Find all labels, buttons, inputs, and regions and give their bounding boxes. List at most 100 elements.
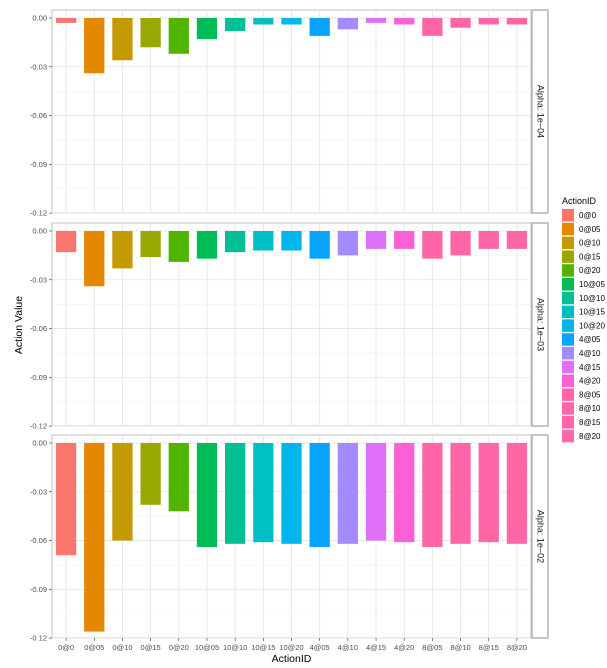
- legend-swatch: [562, 360, 574, 374]
- y-tick-label: -0.09: [30, 585, 47, 594]
- x-tick-label: 10@05: [195, 643, 219, 652]
- x-tick-label: 10@10: [223, 643, 247, 652]
- bar: [253, 18, 274, 25]
- y-tick-label: -0.06: [30, 536, 47, 545]
- legend-label: 4@15: [579, 363, 601, 372]
- bar: [365, 18, 387, 23]
- bar: [168, 443, 189, 512]
- legend-swatch: [562, 236, 574, 250]
- legend-label: 8@15: [579, 418, 601, 427]
- y-tick-label: -0.06: [30, 324, 47, 333]
- legend-swatch: [562, 388, 574, 401]
- bar: [140, 443, 161, 505]
- bar: [422, 18, 443, 36]
- bar: [506, 231, 528, 249]
- bar: [112, 18, 133, 61]
- bar: [140, 231, 161, 258]
- bar: [112, 231, 133, 269]
- legend-swatch: [562, 264, 574, 277]
- y-tick-label: -0.12: [30, 634, 47, 643]
- facet-strip: [531, 9, 549, 214]
- x-tick-label: 10@20: [279, 643, 303, 652]
- x-tick-label: 0@05: [84, 643, 104, 652]
- bar: [281, 231, 302, 251]
- y-tick-label: -0.09: [30, 160, 47, 169]
- bar: [168, 231, 189, 262]
- bar: [478, 231, 499, 249]
- x-tick-label: 0@20: [169, 643, 189, 652]
- legend-title: ActionID: [562, 196, 597, 206]
- bar: [337, 443, 358, 544]
- bar: [196, 443, 218, 548]
- y-tick-label: -0.03: [30, 487, 47, 496]
- y-tick-label: 0.00: [32, 439, 47, 448]
- bar: [394, 443, 415, 543]
- facet-strip-label: Alpha: 1e−04: [536, 85, 546, 138]
- bar: [225, 18, 246, 32]
- legend-label: 0@05: [579, 225, 601, 234]
- bar: [196, 231, 218, 259]
- bar: [422, 443, 443, 548]
- bar: [394, 231, 415, 249]
- x-tick-label: 8@15: [479, 643, 499, 652]
- y-tick-label: -0.06: [30, 111, 47, 120]
- legend-label: 10@05: [579, 280, 605, 289]
- legend-swatch: [562, 222, 574, 236]
- bar: [55, 443, 77, 556]
- bar: [55, 18, 77, 23]
- bar: [450, 443, 471, 544]
- bar: [337, 18, 358, 30]
- legend-swatch: [562, 347, 574, 360]
- legend-swatch: [562, 429, 574, 443]
- legend-swatch: [562, 305, 574, 319]
- y-tick-label: -0.03: [30, 62, 47, 71]
- bar: [478, 18, 499, 25]
- legend-label: 0@15: [579, 252, 601, 261]
- x-tick-label: 8@10: [450, 643, 470, 652]
- legend-label: 8@05: [579, 390, 601, 399]
- legend-label: 10@20: [579, 321, 605, 330]
- legend-label: 10@15: [579, 308, 605, 317]
- legend-label: 0@10: [579, 239, 601, 248]
- bar: [55, 231, 77, 253]
- facet-strip-label: Alpha: 1e−03: [536, 298, 546, 351]
- x-tick-label: 0@0: [58, 643, 74, 652]
- bar: [84, 443, 105, 632]
- legend-label: 4@20: [579, 377, 601, 386]
- facet-strip: [531, 434, 549, 639]
- x-tick-label: 10@15: [251, 643, 275, 652]
- facet-strip: [531, 222, 549, 427]
- x-tick-label: 4@05: [310, 643, 330, 652]
- legend-swatch: [562, 416, 574, 429]
- x-tick-label: 4@15: [366, 643, 386, 652]
- bar: [394, 18, 415, 25]
- bar: [309, 18, 330, 36]
- x-tick-label: 0@15: [141, 643, 161, 652]
- bar: [422, 231, 443, 259]
- bar: [225, 231, 246, 253]
- legend-label: 8@20: [579, 432, 601, 441]
- bar: [196, 18, 218, 40]
- legend-label: 0@0: [579, 211, 597, 220]
- legend-label: 4@05: [579, 335, 601, 344]
- bar: [309, 443, 330, 548]
- y-tick-label: -0.03: [30, 275, 47, 284]
- x-tick-label: 4@10: [338, 643, 358, 652]
- y-tick-label: -0.09: [30, 373, 47, 382]
- x-tick-label: 8@20: [507, 643, 527, 652]
- legend-swatch: [562, 209, 574, 222]
- bar: [506, 443, 528, 544]
- bar: [506, 18, 528, 25]
- legend-swatch: [562, 291, 574, 305]
- bar: [140, 18, 161, 48]
- bar: [84, 18, 105, 74]
- y-tick-label: 0.00: [32, 14, 47, 23]
- legend-swatch: [562, 402, 574, 415]
- facet-strip-label: Alpha: 1e−02: [536, 510, 546, 563]
- legend-swatch: [562, 333, 574, 346]
- legend-swatch: [562, 250, 574, 263]
- bar: [365, 231, 387, 249]
- bar: [365, 443, 387, 541]
- x-tick-label: 4@20: [394, 643, 414, 652]
